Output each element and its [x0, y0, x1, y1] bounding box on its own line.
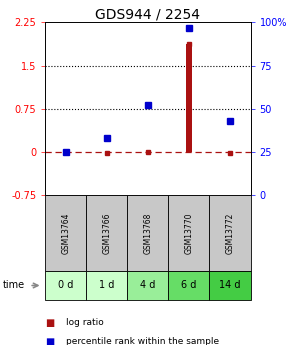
Text: 0 d: 0 d	[58, 280, 74, 290]
Bar	[45, 195, 86, 271]
Text: GSM13772: GSM13772	[226, 212, 234, 254]
Bar	[209, 271, 251, 300]
Text: 14 d: 14 d	[219, 280, 241, 290]
Bar	[168, 195, 209, 271]
Text: ■: ■	[45, 318, 55, 327]
Bar	[168, 271, 209, 300]
Bar	[186, 44, 192, 152]
Text: GSM13766: GSM13766	[103, 212, 111, 254]
Bar	[86, 271, 127, 300]
Text: GSM13768: GSM13768	[144, 212, 152, 254]
Bar	[127, 271, 168, 300]
Text: GSM13764: GSM13764	[62, 212, 70, 254]
Text: time: time	[3, 280, 25, 290]
Text: GSM13770: GSM13770	[185, 212, 193, 254]
Bar	[209, 195, 251, 271]
Text: log ratio: log ratio	[66, 318, 104, 327]
Text: ■: ■	[45, 337, 55, 345]
Text: 6 d: 6 d	[181, 280, 197, 290]
Text: 4 d: 4 d	[140, 280, 156, 290]
Text: percentile rank within the sample: percentile rank within the sample	[66, 337, 219, 345]
Title: GDS944 / 2254: GDS944 / 2254	[96, 7, 200, 21]
Bar	[86, 195, 127, 271]
Text: 1 d: 1 d	[99, 280, 115, 290]
Bar	[45, 271, 86, 300]
Bar	[127, 195, 168, 271]
